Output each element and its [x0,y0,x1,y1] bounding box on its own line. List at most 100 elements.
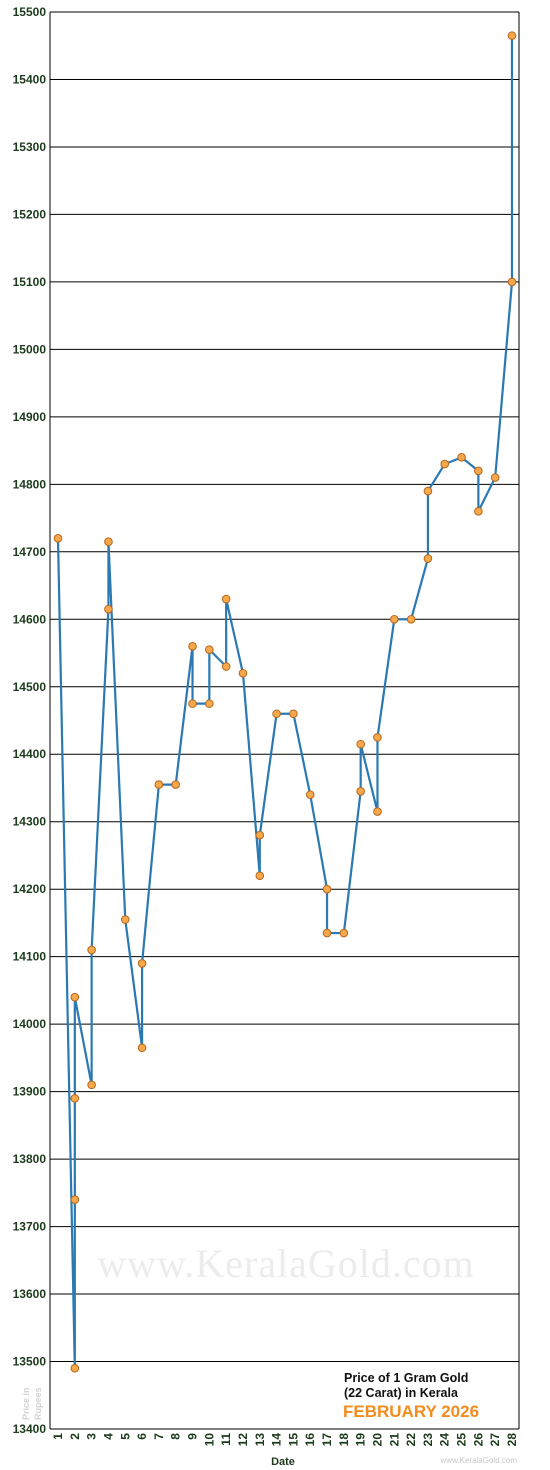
x-tick-label-25: 25 [455,1433,469,1447]
x-tick-label-15: 15 [286,1433,300,1447]
data-point-12 [154,780,164,789]
data-point-26 [322,884,332,894]
x-tick-label-7: 7 [152,1433,166,1440]
data-point-35 [423,554,433,563]
y-tick-label-15300: 15300 [13,140,47,154]
data-point-38 [457,453,466,462]
data-point-32 [373,733,382,742]
x-tick-label-24: 24 [438,1433,452,1447]
data-point-5 [87,1080,96,1090]
data-point-4 [70,992,80,1002]
y-axis-label-line2: Rupees [33,1387,43,1420]
y-tick-label-13500: 13500 [13,1355,47,1369]
x-axis-label: Date [271,1456,295,1468]
x-tick-label-13: 13 [253,1433,267,1447]
data-point-1 [70,1363,80,1373]
x-tick-label-3: 3 [85,1433,99,1440]
y-tick-label-15200: 15200 [13,207,47,221]
y-tick-label-14300: 14300 [13,815,47,829]
x-tick-label-23: 23 [421,1433,435,1447]
y-tick-label-14900: 14900 [13,410,47,424]
data-point-14 [188,641,197,651]
price-line [56,35,514,1370]
data-point-15 [188,699,197,708]
x-tick-label-9: 9 [186,1433,200,1440]
x-tick-label-10: 10 [202,1433,216,1447]
x-tick-label-26: 26 [471,1433,485,1447]
y-tick-label-14100: 14100 [13,950,47,964]
y-tick-label-13900: 13900 [13,1085,47,1099]
source-credit: www.KeralaGold.com [440,1456,518,1465]
x-tick-label-14: 14 [270,1433,284,1447]
x-tick-label-4: 4 [101,1433,115,1440]
x-tick-labels: 1 2 3 4 5 6 7 8 9 10 11 12 13 14 15 16 17 18 19 20 21 22 23 24 2… [51,1433,519,1447]
data-point-10 [137,1043,147,1053]
y-tick-label-14400: 14400 [13,747,47,761]
chart-title-line2: (22 Carat) in Kerala [344,1386,459,1400]
y-tick-label-14700: 14700 [13,545,47,559]
data-point-39 [474,466,483,476]
data-point-2 [70,1195,80,1204]
data-point-21 [255,871,265,880]
x-tick-label-1: 1 [51,1433,65,1440]
data-point-41 [490,473,500,482]
y-tick-label-14800: 14800 [13,477,47,491]
y-tick-label-15400: 15400 [13,72,47,86]
data-point-24 [289,709,298,719]
y-tick-label-14200: 14200 [13,882,47,896]
x-tick-label-5: 5 [118,1433,132,1440]
data-point-30 [356,739,365,749]
data-point-43 [507,31,517,40]
y-tick-label-14600: 14600 [13,612,47,626]
data-point-34 [406,614,416,624]
y-tick-label-13400: 13400 [13,1422,47,1436]
data-point-37 [440,459,450,469]
x-tick-label-16: 16 [303,1433,317,1447]
chart-title-block: Price of 1 Gram Gold (22 Carat) in Keral… [343,1371,479,1421]
data-point-0 [53,534,63,543]
x-tick-label-6: 6 [135,1433,149,1440]
data-point-40 [474,507,483,516]
y-tick-label-13600: 13600 [13,1287,47,1301]
data-point-22 [255,830,265,840]
data-point-9 [120,915,130,924]
x-tick-label-8: 8 [169,1433,183,1440]
data-point-25 [305,790,315,800]
data-point-31 [373,807,382,816]
x-tick-label-20: 20 [370,1433,384,1447]
x-tick-label-17: 17 [320,1433,334,1447]
x-tick-label-2: 2 [68,1433,82,1440]
data-point-11 [137,959,147,968]
plot-frame [49,12,520,1430]
watermark: www.KeralaGold.com [97,1241,475,1286]
y-tick-label-14500: 14500 [13,680,47,694]
data-point-16 [205,699,214,708]
chart-title-line1: Price of 1 Gram Gold [344,1371,468,1385]
x-tick-label-12: 12 [236,1433,250,1447]
data-point-17 [205,645,214,654]
data-point-3 [70,1094,80,1103]
y-tick-label-14000: 14000 [13,1017,47,1031]
y-tick-label-13800: 13800 [13,1152,47,1166]
data-point-29 [356,787,365,796]
grid-lines [50,11,519,1430]
data-point-7 [104,604,113,614]
x-tick-label-28: 28 [505,1433,519,1447]
chart-subtitle: FEBRUARY 2026 [343,1402,479,1421]
data-point-36 [423,486,433,496]
data-point-23 [272,709,281,719]
x-tick-label-21: 21 [387,1433,401,1447]
data-point-8 [104,537,113,546]
y-tick-label-15100: 15100 [13,275,47,289]
data-point-6 [87,945,96,955]
y-axis-label-line1: Price in [21,1387,31,1420]
data-point-27 [322,928,332,938]
data-point-19 [221,594,231,604]
data-point-42 [507,277,517,287]
data-markers [53,31,517,1373]
data-point-33 [389,614,399,624]
x-tick-label-11: 11 [219,1433,233,1446]
x-tick-label-18: 18 [337,1433,351,1447]
data-point-13 [171,780,181,789]
